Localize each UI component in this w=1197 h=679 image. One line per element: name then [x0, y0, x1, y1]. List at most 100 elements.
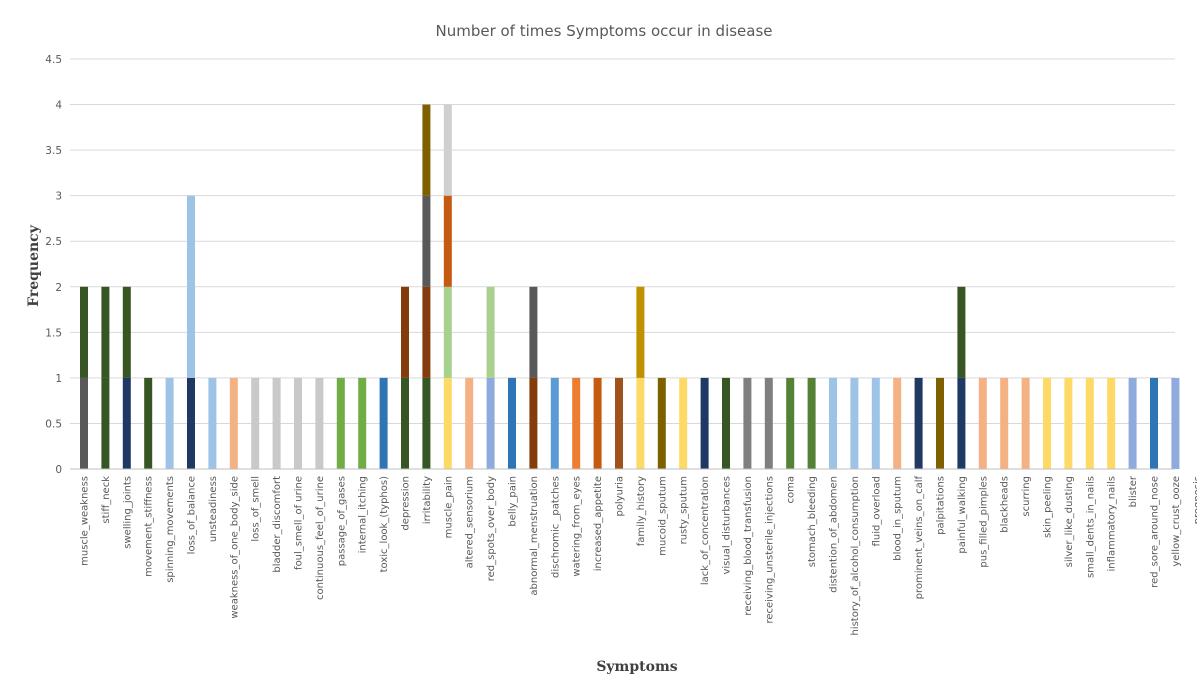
x-tick-label: family_history [636, 476, 647, 546]
bar-segment [144, 377, 153, 469]
x-tick-label: foul_smell_of urine [294, 476, 305, 570]
x-tick-label: bladder_discomfort [272, 476, 283, 573]
bar-segment [165, 377, 174, 469]
x-tick-label: dischromic _patches [550, 476, 561, 578]
bar-segment [443, 104, 452, 196]
x-tick-label: increased_appetite [593, 476, 604, 571]
bar-segment [615, 377, 623, 469]
bar-segment [508, 377, 516, 469]
x-tick-label: visual_disturbances [722, 476, 733, 575]
bar-segment [401, 377, 409, 469]
bar-segment [251, 377, 260, 469]
x-tick-label: yellow_crust_ooze [1171, 476, 1182, 567]
x-tick-label: rusty_sputum [679, 476, 690, 544]
bar-segment [443, 377, 452, 469]
bar-segment [122, 286, 131, 378]
x-axis-label: Symptoms [596, 659, 677, 675]
bar-segment [850, 377, 859, 469]
bar-segment [465, 377, 474, 469]
x-tick-label: prognosis [1192, 476, 1197, 524]
x-tick-label: prominent_veins_on_calf [914, 476, 925, 600]
bar-segment [636, 286, 645, 378]
bar-segment [593, 377, 602, 469]
bar-segment [315, 377, 324, 469]
x-tick-label: altered_sensorium [465, 476, 476, 568]
x-tick-label: mucoid_sputum [657, 476, 668, 556]
bar-segment [122, 377, 131, 469]
x-tick-label: irritability [422, 476, 433, 524]
y-tick-label: 4 [55, 100, 62, 112]
x-tick-label: abnormal_menstruation [529, 476, 540, 596]
bar-segment [743, 377, 752, 469]
bar-segment [401, 286, 409, 378]
y-tick-label: 2.5 [45, 236, 62, 248]
bar-segment [829, 377, 837, 469]
x-tick-label: skin_peeling [1043, 476, 1054, 538]
y-tick-label: 3.5 [45, 145, 62, 157]
bar-segment [679, 377, 688, 469]
x-tick-label: red_spots_over_body [486, 476, 497, 581]
bar-segment [80, 286, 88, 378]
bar-segment [187, 286, 195, 378]
x-tick-label: unsteadiness [208, 476, 219, 542]
x-tick-label: continuous_feel_of_urine [315, 476, 326, 600]
bar-segment [1150, 377, 1158, 469]
bar-segment [550, 377, 559, 469]
bar-segment [422, 195, 431, 287]
chart-title: Number of times Symptoms occur in diseas… [435, 22, 772, 40]
bar-segment [1171, 377, 1180, 469]
bar-segment [1043, 377, 1051, 469]
y-tick-label: 3 [55, 191, 62, 203]
bar-segment [187, 377, 195, 469]
bar-segment [101, 377, 110, 469]
bar-segment [101, 286, 110, 378]
bar-segment [1000, 377, 1009, 469]
x-tick-label: stiff_neck [101, 476, 112, 524]
y-tick-label: 4.5 [45, 54, 62, 66]
bar-segment [187, 195, 195, 287]
bar-segment [336, 377, 345, 469]
y-axis-label: Frequency [26, 224, 42, 307]
bar-segment [443, 195, 452, 287]
x-tick-label: muscle_pain [443, 476, 454, 538]
bar-segment [764, 377, 773, 469]
bar-segment [871, 377, 880, 469]
bar-segment [572, 377, 581, 469]
bar-segment [1021, 377, 1030, 469]
x-tick-label: depression [401, 476, 412, 531]
bars [80, 104, 1180, 469]
x-tick-label: blister [1128, 475, 1139, 507]
x-tick-label: stomach_bleeding [807, 476, 818, 567]
x-tick-label: toxic_look_(typhos) [379, 476, 390, 572]
x-tick-label: history_of_alcohol_consumption [850, 476, 861, 636]
x-tick-label: palpitations [936, 476, 947, 535]
bar-segment [722, 377, 730, 469]
bar-segment [80, 377, 88, 469]
y-tick-label: 0 [55, 464, 62, 476]
bar-segment [486, 286, 495, 378]
x-tick-label: pus_filled_pimples [978, 476, 989, 568]
x-tick-label: red_sore_around_nose [1150, 476, 1161, 588]
x-tick-label: loss_of_balance [187, 476, 198, 554]
x-tick-label: scurring [1021, 476, 1032, 517]
bar-segment [657, 377, 666, 469]
x-tick-label: fluid_overload [871, 476, 882, 546]
x-tick-label: receiving_unsterile_injections [764, 476, 775, 624]
bar-segment [807, 377, 816, 469]
bar-segment [486, 377, 495, 469]
x-tick-label: polyuria [615, 476, 626, 517]
bar-segment [294, 377, 302, 469]
bar-segment [786, 377, 795, 469]
bar-segment [443, 286, 452, 378]
bar-segment [978, 377, 987, 469]
x-tick-label: blood_in_sputum [893, 476, 904, 561]
x-tick-label: inflammatory_nails [1107, 476, 1118, 571]
bar-segment [914, 377, 923, 469]
x-tick-label: coma [786, 476, 797, 504]
x-tick-label: silver_like_dusting [1064, 476, 1075, 567]
x-tick-label: blackheads [1000, 476, 1011, 533]
bar-segment [379, 377, 388, 469]
bar-segment [529, 377, 538, 469]
x-tick-label: watering_from_eyes [572, 476, 583, 577]
